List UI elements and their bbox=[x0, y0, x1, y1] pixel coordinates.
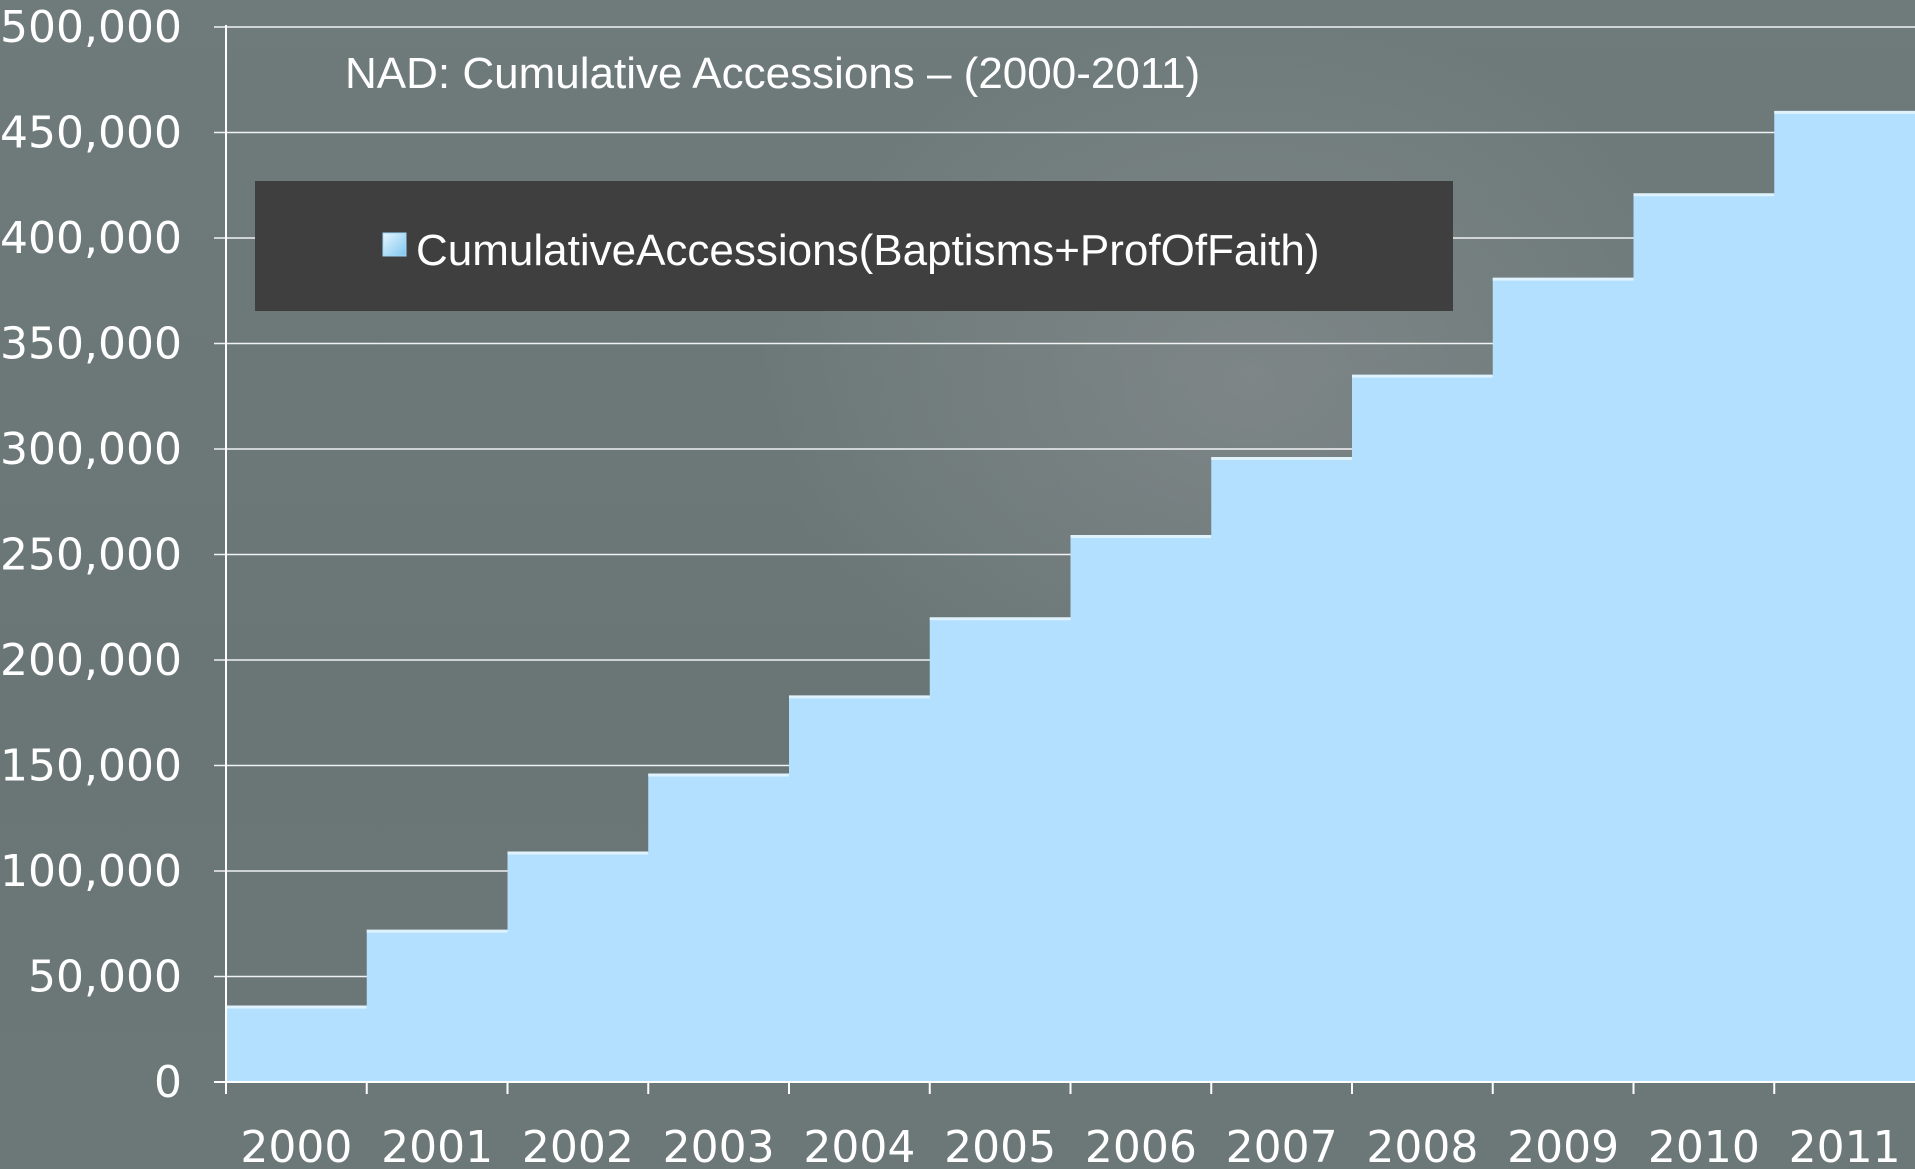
legend-label: CumulativeAccessions(Baptisms+ProfOfFait… bbox=[416, 226, 1320, 275]
x-tick-label: 2011 bbox=[1789, 1122, 1901, 1169]
step-bar bbox=[1633, 193, 1775, 1082]
x-axis-tick-labels: 2000 2001 2002 2003 2004 2005 2006 2007 2008 2009… bbox=[240, 1122, 1900, 1169]
x-tick-label: 2007 bbox=[1226, 1122, 1338, 1169]
y-tick-label: 300,000 bbox=[0, 424, 182, 475]
step-bar bbox=[929, 617, 1072, 1082]
x-tick-label: 2002 bbox=[522, 1122, 634, 1169]
step-bar bbox=[1774, 111, 1915, 1082]
y-axis-tick-labels: 0 50,000 100,000 150,000 200,000 250,000 300,0… bbox=[0, 2, 182, 1108]
step-bar bbox=[1492, 278, 1635, 1083]
axes bbox=[214, 25, 1915, 1094]
y-tick-label: 50,000 bbox=[28, 952, 182, 1003]
y-tick-label: 0 bbox=[154, 1057, 182, 1108]
x-tick-label: 2004 bbox=[803, 1122, 915, 1169]
step-bar bbox=[1352, 375, 1494, 1082]
step-bar bbox=[507, 852, 649, 1082]
step-bar bbox=[366, 930, 509, 1082]
x-tick-label: 2005 bbox=[944, 1122, 1056, 1169]
data-area-layer bbox=[226, 110, 1915, 1083]
step-bar bbox=[1211, 457, 1353, 1082]
x-tick-label: 2009 bbox=[1507, 1122, 1619, 1169]
gridlines bbox=[214, 26, 1915, 978]
y-tick-label: 250,000 bbox=[0, 530, 182, 581]
legend-box bbox=[255, 181, 1453, 311]
y-tick-label: 350,000 bbox=[0, 319, 182, 370]
y-tick-label: 100,000 bbox=[0, 846, 182, 897]
y-tick-label: 400,000 bbox=[0, 213, 182, 264]
y-tick-label: 150,000 bbox=[0, 741, 182, 792]
chart-title: NAD: Cumulative Accessions – (2000-2011) bbox=[345, 49, 1200, 98]
step-bar bbox=[789, 695, 931, 1082]
legend-swatch bbox=[382, 232, 407, 257]
x-tick-label: 2003 bbox=[663, 1122, 775, 1169]
step-bar bbox=[226, 1006, 368, 1082]
y-tick-label: 500,000 bbox=[0, 2, 182, 53]
y-tick-label: 450,000 bbox=[0, 108, 182, 159]
x-tick-label: 2001 bbox=[381, 1122, 493, 1169]
x-tick-label: 2008 bbox=[1366, 1122, 1478, 1169]
x-tick-label: 2010 bbox=[1648, 1122, 1760, 1169]
step-bar bbox=[648, 773, 790, 1082]
x-tick-label: 2000 bbox=[240, 1122, 352, 1169]
legend: CumulativeAccessions(Baptisms+ProfOfFait… bbox=[255, 181, 1453, 311]
step-bar bbox=[1070, 535, 1212, 1082]
x-tick-label: 2006 bbox=[1085, 1122, 1197, 1169]
y-tick-label: 200,000 bbox=[0, 635, 182, 686]
